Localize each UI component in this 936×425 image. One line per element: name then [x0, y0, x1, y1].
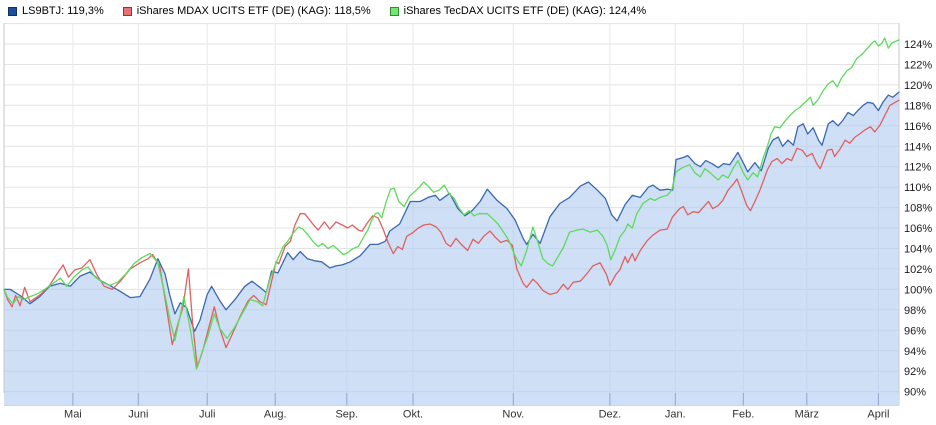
- y-axis-label: 92%: [904, 366, 926, 378]
- legend-label-ls9btj: LS9BTJ: 119,3%: [22, 5, 104, 17]
- x-axis-label: Mai: [64, 409, 82, 421]
- y-axis-label: 106%: [904, 223, 932, 235]
- x-axis-labels: Mai Juni Juli Aug. Sep. Okt. Nov. Dez. Jan. Feb. M…: [64, 409, 889, 421]
- y-axis-label: 118%: [904, 100, 932, 112]
- x-axis-label: Nov.: [502, 409, 524, 421]
- series-color-swatch-blue-icon: [8, 6, 17, 16]
- x-axis-label: März: [795, 409, 819, 421]
- y-axis-label: 116%: [904, 121, 932, 133]
- x-axis-label: Jan.: [665, 409, 686, 421]
- x-axis-label: Sep.: [335, 409, 358, 421]
- x-axis-label: Juni: [128, 409, 148, 421]
- legend-item-tecdax: iShares TecDAX UCITS ETF (DE) (KAG): 124…: [389, 5, 647, 17]
- y-axis-label: 90%: [904, 387, 926, 399]
- legend-label-mdax: iShares MDAX UCITS ETF (DE) (KAG): 118,5…: [136, 5, 371, 17]
- chart-legend: LS9BTJ: 119,3% iShares MDAX UCITS ETF (D…: [8, 5, 646, 17]
- y-axis-label: 120%: [904, 80, 932, 92]
- x-axis-label: Feb.: [732, 409, 754, 421]
- series-line-tecdax: [3, 37, 900, 370]
- series-line-ls9btj: [3, 91, 900, 332]
- y-axis-label: 102%: [904, 264, 932, 276]
- plot-border: [3, 23, 900, 406]
- x-axis-label: Okt.: [403, 409, 423, 421]
- y-axis-label: 100%: [904, 284, 932, 296]
- legend-label-tecdax: iShares TecDAX UCITS ETF (DE) (KAG): 124…: [403, 5, 647, 17]
- series-color-swatch-red-icon: [122, 6, 132, 16]
- series-color-swatch-green-icon: [389, 6, 399, 16]
- y-axis-label: 98%: [904, 305, 926, 317]
- y-axis-label: 114%: [904, 141, 932, 153]
- x-axis-label: April: [867, 409, 889, 421]
- y-axis-label: 96%: [904, 325, 926, 337]
- y-axis-label: 122%: [904, 60, 932, 72]
- y-axis-label: 94%: [904, 346, 926, 358]
- x-axis-label: Dez.: [599, 409, 622, 421]
- legend-item-ls9btj: LS9BTJ: 119,3%: [8, 5, 104, 17]
- y-axis-label: 112%: [904, 162, 932, 174]
- x-axis-label: Aug.: [264, 409, 287, 421]
- y-axis-label: 104%: [904, 244, 932, 256]
- legend-item-mdax: iShares MDAX UCITS ETF (DE) (KAG): 118,5…: [122, 5, 371, 17]
- x-axis-band: [4, 393, 899, 406]
- y-axis-label: 110%: [904, 182, 932, 194]
- x-axis-label: Juli: [199, 409, 216, 421]
- y-axis-label: 108%: [904, 203, 932, 215]
- y-axis-label: 124%: [904, 39, 932, 51]
- y-axis-labels: 90% 92% 94% 96% 98% 100% 102% 104% 106% 108% 110% 1…: [904, 39, 932, 399]
